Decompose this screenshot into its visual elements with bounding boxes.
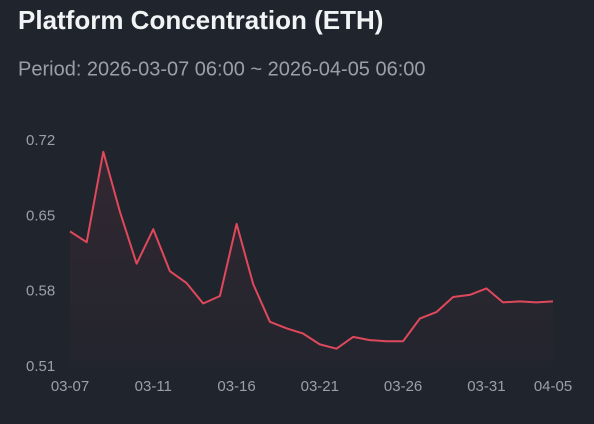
x-tick-label: 03-07 [51,378,89,395]
chart-subtitle: Period: 2026-03-07 06:00 ~ 2026-04-05 06… [18,58,426,80]
y-tick-label: 0.58 [26,283,55,300]
x-tick-label: 04-05 [534,378,572,395]
y-tick-label: 0.72 [26,132,55,149]
chart-title: Platform Concentration (ETH) [18,5,383,35]
area-fill [70,151,553,367]
x-tick-label: 03-26 [384,378,422,395]
y-tick-label: 0.65 [26,207,55,224]
y-tick-label: 0.51 [26,358,55,375]
x-tick-label: 03-16 [217,378,255,395]
x-tick-label: 03-21 [301,378,339,395]
x-tick-label: 03-31 [467,378,505,395]
line-series [69,150,554,350]
x-tick-label: 03-11 [135,378,172,395]
